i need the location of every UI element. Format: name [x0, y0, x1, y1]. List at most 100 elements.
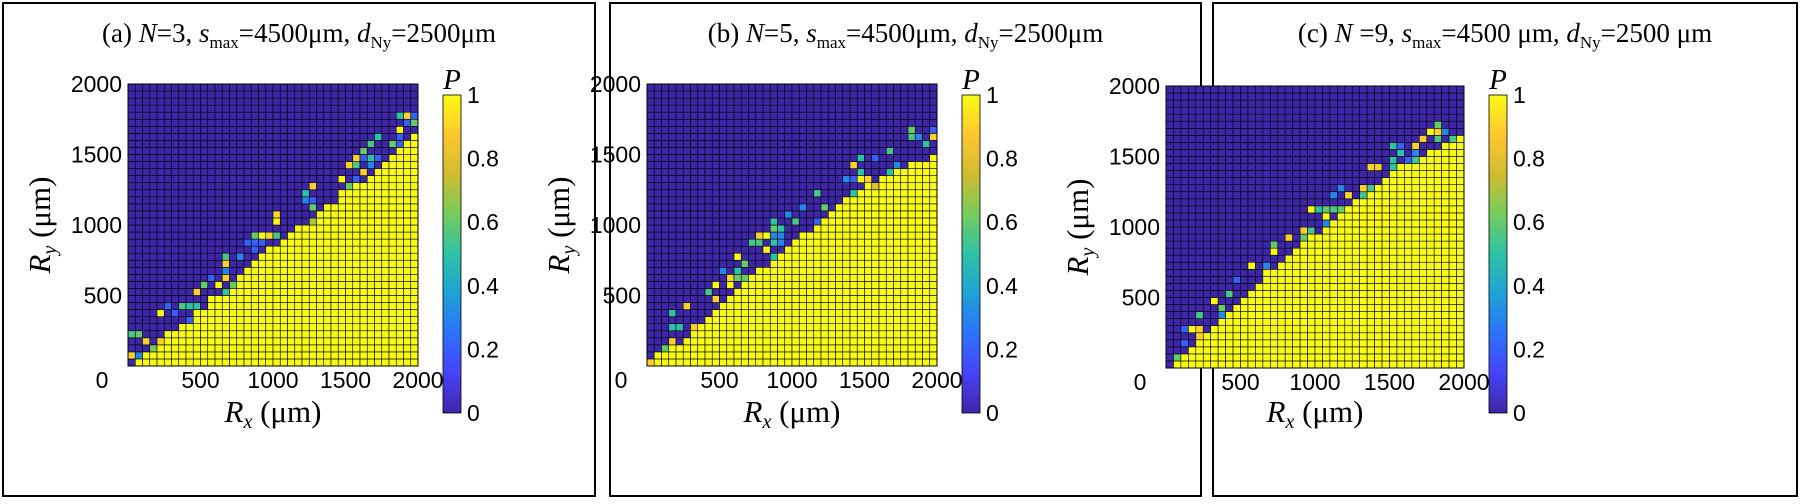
heatmap-cell	[1247, 177, 1256, 185]
heatmap-cell	[755, 316, 764, 324]
heatmap-cell	[1322, 92, 1331, 101]
heatmap-cell	[1195, 325, 1204, 334]
heatmap-cell	[1232, 170, 1241, 178]
heatmap-cell	[784, 344, 793, 353]
heatmap-cell	[207, 189, 216, 198]
heatmap-cell	[1247, 276, 1256, 284]
heatmap-cell	[1180, 297, 1189, 305]
heatmap-cell	[675, 118, 684, 127]
heatmap-cell	[374, 323, 383, 332]
heatmap-cell	[403, 358, 412, 367]
heatmap-cell	[1262, 318, 1271, 326]
heatmap-cell	[1344, 318, 1353, 326]
colorbar	[442, 94, 462, 414]
heatmap-cell	[279, 147, 288, 155]
heatmap-cell	[827, 288, 836, 296]
heatmap-cell	[359, 288, 368, 296]
heatmap-cell	[842, 210, 851, 219]
heatmap-cell	[914, 295, 923, 303]
heatmap-cell	[791, 217, 800, 226]
heatmap-cell	[1217, 92, 1226, 101]
heatmap-cell	[1404, 106, 1413, 115]
heatmap-cell	[1344, 205, 1353, 214]
heatmap-cell	[1389, 247, 1398, 256]
heatmap-cell	[668, 358, 677, 367]
heatmap-cell	[784, 196, 793, 205]
heatmap-cell	[142, 126, 151, 134]
heatmap-cell	[893, 288, 902, 296]
heatmap-cell	[142, 97, 151, 106]
heatmap-cell	[1232, 92, 1241, 101]
heatmap-cell	[1366, 240, 1375, 249]
heatmap-cell	[1433, 99, 1442, 108]
heatmap-cell	[221, 182, 230, 191]
colorbar-tick-label: 0.6	[1513, 209, 1545, 235]
heatmap-cell	[798, 337, 807, 346]
heatmap-cell	[842, 259, 851, 268]
heatmap-cell	[395, 126, 404, 134]
heatmap-cell	[200, 274, 209, 282]
heatmap-cell	[163, 140, 172, 148]
heatmap-cell	[200, 252, 209, 261]
heatmap-cell	[1351, 106, 1360, 115]
heatmap-cell	[1210, 92, 1219, 101]
heatmap-cell	[769, 266, 778, 275]
heatmap-cell	[1366, 170, 1375, 178]
heatmap-cell	[762, 281, 771, 289]
heatmap-cell	[820, 316, 829, 324]
x-tick-label: 500	[700, 367, 738, 393]
heatmap-cell	[279, 90, 288, 99]
heatmap-cell	[287, 309, 296, 317]
heatmap-cell	[784, 274, 793, 282]
heatmap-cell	[410, 302, 419, 310]
heatmap-cell	[704, 175, 713, 183]
heatmap-cell	[200, 337, 209, 346]
heatmap-cell	[914, 224, 923, 233]
heatmap-cell	[813, 259, 822, 268]
heatmap-cell	[885, 97, 894, 106]
heatmap-cell	[1456, 142, 1465, 150]
heatmap-cell	[403, 104, 412, 113]
heatmap-cell	[1337, 106, 1346, 115]
heatmap-cell	[1411, 128, 1420, 136]
heatmap-cell	[1195, 212, 1204, 221]
heatmap-cell	[740, 309, 749, 317]
heatmap-cell	[1411, 163, 1420, 171]
heatmap-cell	[719, 118, 728, 127]
heatmap-cell	[1255, 128, 1264, 136]
heatmap-cell	[1433, 205, 1442, 214]
heatmap-cell	[646, 217, 655, 226]
heatmap-cell	[1307, 247, 1316, 256]
heatmap-cell	[221, 90, 230, 99]
heatmap-cell	[1225, 360, 1234, 369]
heatmap-cell	[1232, 113, 1241, 122]
heatmap-cell	[374, 147, 383, 155]
heatmap-cell	[842, 330, 851, 339]
heatmap-cell	[1337, 261, 1346, 270]
heatmap-cell	[1314, 92, 1323, 101]
heatmap-cell	[820, 302, 829, 310]
heatmap-cell	[784, 154, 793, 162]
heatmap-cell	[214, 295, 223, 303]
heatmap-cell	[308, 238, 317, 247]
heatmap-cell	[1329, 325, 1338, 334]
heatmap-cell	[871, 140, 880, 148]
heatmap-cell	[1240, 156, 1249, 164]
heatmap-cell	[192, 238, 201, 247]
heatmap-cell	[1448, 240, 1457, 249]
heatmap-cell	[1284, 198, 1293, 207]
heatmap-cell	[690, 168, 699, 176]
heatmap-cell	[856, 309, 865, 317]
heatmap-cell	[653, 330, 662, 339]
heatmap-cell	[777, 358, 786, 367]
heatmap-cell	[1173, 128, 1182, 136]
heatmap-cell	[1188, 332, 1197, 341]
heatmap-cell	[294, 182, 303, 191]
heatmap-cell	[900, 309, 909, 317]
heatmap-cell	[914, 259, 923, 268]
heatmap-cell	[682, 90, 691, 99]
heatmap-cell	[381, 133, 390, 141]
heatmap-cell	[646, 358, 655, 367]
heatmap-cell	[221, 196, 230, 205]
heatmap-cell	[308, 168, 317, 176]
